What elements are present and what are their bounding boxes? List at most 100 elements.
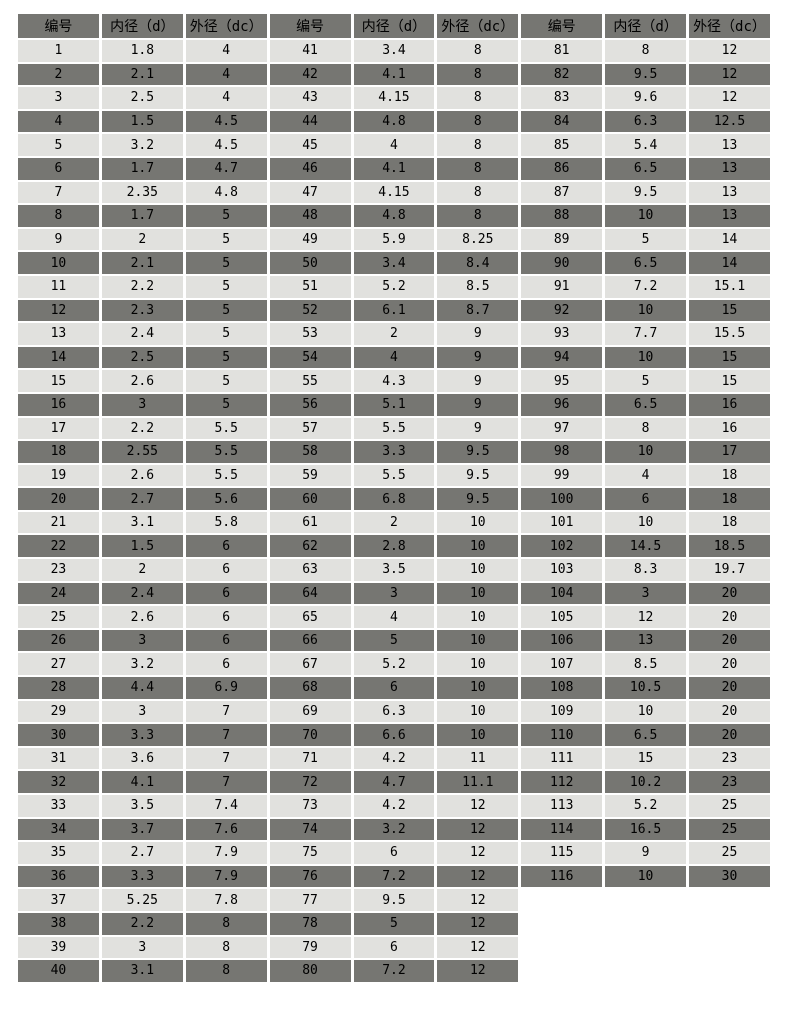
cell-outer-diameter: 7 bbox=[185, 724, 267, 746]
cell-number: 67 bbox=[269, 653, 351, 676]
cell-inner-diameter: 3.4 bbox=[353, 252, 435, 274]
column-header: 外径（dc） bbox=[437, 14, 519, 38]
cell-inner-diameter: 10 bbox=[605, 441, 686, 463]
cell-inner-diameter: 3 bbox=[353, 582, 435, 605]
cell-number: 38 bbox=[18, 912, 99, 935]
cell-inner-diameter: 4.2 bbox=[353, 747, 435, 770]
table-row: 37 5.25 7.8 77 9.5 12 bbox=[18, 889, 770, 911]
cell-outer-diameter: 10 bbox=[437, 582, 519, 605]
cell-outer-diameter: 9.5 bbox=[437, 441, 519, 463]
cell-number: 13 bbox=[18, 323, 99, 345]
cell-number: 48 bbox=[269, 205, 351, 227]
cell-inner-diameter: 6.3 bbox=[605, 110, 686, 133]
cell-inner-diameter: 5 bbox=[605, 228, 686, 251]
cell-outer-diameter: 12 bbox=[689, 63, 770, 86]
cell-outer-diameter: 4 bbox=[185, 87, 267, 109]
cell-number: 27 bbox=[18, 653, 99, 676]
table-row: 4 1.5 4.5 44 4.8 8 84 6.3 12.5 bbox=[18, 110, 770, 133]
cell-outer-diameter: 5 bbox=[185, 299, 267, 322]
cell-outer-diameter: 12 bbox=[437, 795, 519, 817]
cell-inner-diameter: 3.5 bbox=[101, 795, 183, 817]
cell-inner-diameter: 5 bbox=[353, 629, 435, 652]
cell-number: 79 bbox=[269, 936, 351, 959]
table-row: 3 2.5 4 43 4.15 8 83 9.6 12 bbox=[18, 87, 770, 109]
cell-inner-diameter: 4.7 bbox=[353, 771, 435, 793]
cell-inner-diameter: 4.3 bbox=[353, 370, 435, 392]
cell-outer-diameter: 20 bbox=[689, 700, 770, 723]
cell-number: 94 bbox=[521, 346, 603, 369]
cell-inner-diameter: 9.5 bbox=[353, 889, 435, 911]
table-row: 29 3 7 69 6.3 10 109 10 20 bbox=[18, 700, 770, 723]
cell-inner-diameter: 5.5 bbox=[353, 464, 435, 487]
cell-number: 39 bbox=[18, 936, 99, 959]
cell-outer-diameter: 20 bbox=[689, 582, 770, 605]
cell-outer-diameter: 7.8 bbox=[185, 889, 267, 911]
cell-number: 46 bbox=[269, 157, 351, 180]
cell-outer-diameter: 18 bbox=[689, 464, 770, 487]
table-row: 40 3.1 8 80 7.2 12 bbox=[18, 960, 770, 982]
cell-inner-diameter: 6.5 bbox=[605, 393, 686, 416]
cell-number: 85 bbox=[521, 134, 603, 156]
cell-inner-diameter: 4.15 bbox=[353, 181, 435, 204]
cell-inner-diameter: 1.5 bbox=[101, 110, 183, 133]
cell-number: 18 bbox=[18, 441, 99, 463]
cell-outer-diameter: 18.5 bbox=[689, 535, 770, 558]
cell-number: 22 bbox=[18, 535, 99, 558]
cell-number: 14 bbox=[18, 346, 99, 369]
cell-inner-diameter: 10.5 bbox=[605, 677, 686, 699]
cell-number: 34 bbox=[18, 818, 99, 841]
cell-number: 1 bbox=[18, 40, 99, 62]
cell-inner-diameter: 3.4 bbox=[353, 40, 435, 62]
cell-outer-diameter: 5.5 bbox=[185, 417, 267, 440]
cell-number: 98 bbox=[521, 441, 603, 463]
cell-number: 5 bbox=[18, 134, 99, 156]
cell-number: 89 bbox=[521, 228, 603, 251]
cell-outer-diameter: 7 bbox=[185, 747, 267, 770]
cell-number: 69 bbox=[269, 700, 351, 723]
cell-outer-diameter: 11 bbox=[437, 747, 519, 770]
cell-number: 97 bbox=[521, 417, 603, 440]
cell-outer-diameter: 13 bbox=[689, 181, 770, 204]
cell-inner-diameter: 2.6 bbox=[101, 606, 183, 628]
cell-inner-diameter: 5.9 bbox=[353, 228, 435, 251]
cell-inner-diameter: 9.6 bbox=[605, 87, 686, 109]
cell-outer-diameter: 8 bbox=[185, 960, 267, 982]
cell-inner-diameter: 6 bbox=[605, 488, 686, 510]
cell-outer-diameter: 25 bbox=[689, 842, 770, 864]
cell-number: 12 bbox=[18, 299, 99, 322]
table-row: 9 2 5 49 5.9 8.25 89 5 14 bbox=[18, 228, 770, 251]
cell-inner-diameter: 4 bbox=[353, 606, 435, 628]
cell-outer-diameter: 16 bbox=[689, 417, 770, 440]
cell-inner-diameter: 4.8 bbox=[353, 110, 435, 133]
cell-number: 15 bbox=[18, 370, 99, 392]
cell-number: 91 bbox=[521, 275, 603, 298]
cell-number: 68 bbox=[269, 677, 351, 699]
cell-outer-diameter: 15.5 bbox=[689, 323, 770, 345]
cell-number: 80 bbox=[269, 960, 351, 982]
cell-number: 81 bbox=[521, 40, 603, 62]
table-row: 22 1.5 6 62 2.8 10 102 14.5 18.5 bbox=[18, 535, 770, 558]
cell-outer-diameter: 5.5 bbox=[185, 441, 267, 463]
cell-number: 6 bbox=[18, 157, 99, 180]
cell-inner-diameter: 14.5 bbox=[605, 535, 686, 558]
table-row: 31 3.6 7 71 4.2 11 111 15 23 bbox=[18, 747, 770, 770]
cell-number: 109 bbox=[521, 700, 603, 723]
cell-inner-diameter: 6.5 bbox=[605, 252, 686, 274]
cell-inner-diameter: 3.3 bbox=[101, 724, 183, 746]
cell-outer-diameter: 4 bbox=[185, 63, 267, 86]
table-row: 2 2.1 4 42 4.1 8 82 9.5 12 bbox=[18, 63, 770, 86]
cell-inner-diameter: 2.2 bbox=[101, 912, 183, 935]
cell-inner-diameter: 6.8 bbox=[353, 488, 435, 510]
cell-inner-diameter: 3.2 bbox=[101, 134, 183, 156]
cell-inner-diameter: 10 bbox=[605, 511, 686, 534]
table-row: 35 2.7 7.9 75 6 12 115 9 25 bbox=[18, 842, 770, 864]
cell-outer-diameter: 6 bbox=[185, 629, 267, 652]
cell-outer-diameter: 25 bbox=[689, 795, 770, 817]
table-row: 8 1.7 5 48 4.8 8 88 10 13 bbox=[18, 205, 770, 227]
cell-inner-diameter: 5.2 bbox=[605, 795, 686, 817]
cell-outer-diameter: 4 bbox=[185, 40, 267, 62]
cell-number: 35 bbox=[18, 842, 99, 864]
cell-inner-diameter: 4.1 bbox=[101, 771, 183, 793]
cell-inner-diameter: 2.5 bbox=[101, 346, 183, 369]
